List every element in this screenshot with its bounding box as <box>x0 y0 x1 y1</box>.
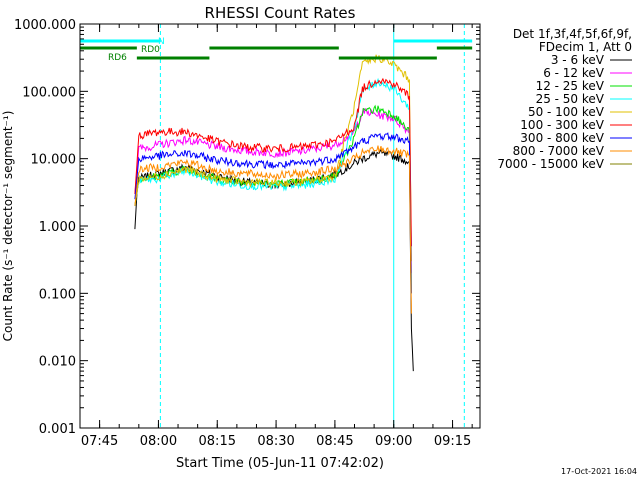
x-tick-label: 07:45 <box>81 434 118 449</box>
y-tick-label: 100.000 <box>22 85 76 100</box>
legend-entry-label: 12 - 25 keV <box>536 79 605 93</box>
x-axis-label: Start Time (05-Jun-11 07:42:02) <box>176 456 384 471</box>
x-axis: 07:45 08:00 08:15 08:30 08:45 09:00 09:15 <box>81 24 473 449</box>
x-tick-label: 08:00 <box>140 434 177 449</box>
y-tick-label: 1000.000 <box>14 18 76 33</box>
series-line <box>134 54 412 262</box>
series-line <box>134 145 412 314</box>
series-line <box>134 132 412 294</box>
y-axis: 0.001 0.010 0.100 1.000 10.000 100.000 1000.00… <box>14 18 480 437</box>
y-tick-label: 0.100 <box>39 287 76 302</box>
flag-label: N <box>158 37 165 47</box>
legend-entry-label: 100 - 300 keV <box>520 118 604 132</box>
series-line <box>134 77 412 247</box>
y-axis-label: Count Rate (s⁻¹ detector⁻¹ segment⁻¹) <box>1 111 15 342</box>
series-line <box>134 108 412 274</box>
y-tick-label: 10.000 <box>31 153 77 168</box>
x-tick-label: 09:15 <box>434 434 471 449</box>
x-tick-label: 09:00 <box>375 434 412 449</box>
legend: Det 1f,3f,4f,5f,6f,9f, FDecim 1, Att 0 3… <box>497 27 632 171</box>
x-tick-label: 08:30 <box>257 434 294 449</box>
legend-header-line-2: FDecim 1, Att 0 <box>539 40 632 54</box>
footer-timestamp: 17-Oct-2021 16:04 <box>561 467 637 476</box>
legend-entry-label: 3 - 6 keV <box>551 53 605 67</box>
legend-entry-label: 25 - 50 keV <box>536 92 605 106</box>
legend-entry-label: 6 - 12 keV <box>543 66 605 80</box>
legend-entry-label: 50 - 100 keV <box>528 105 605 119</box>
series-lines <box>134 54 414 372</box>
y-tick-label: 1.000 <box>39 220 76 235</box>
chart-title: RHESSI Count Rates <box>205 4 356 22</box>
x-tick-label: 08:45 <box>316 434 353 449</box>
legend-entry-label: 7000 - 15000 keV <box>497 157 604 171</box>
legend-header-line-1: Det 1f,3f,4f,5f,6f,9f, <box>513 27 632 41</box>
legend-entry-label: 800 - 7000 keV <box>513 144 605 158</box>
x-tick-label: 08:15 <box>199 434 236 449</box>
flag-label: RD0 <box>141 45 160 55</box>
y-tick-label: 0.001 <box>39 422 76 437</box>
y-tick-label: 0.010 <box>39 355 76 370</box>
flag-bars <box>80 39 473 60</box>
legend-entry-label: 300 - 800 keV <box>520 131 604 145</box>
flag-label: RD6 <box>108 53 127 63</box>
